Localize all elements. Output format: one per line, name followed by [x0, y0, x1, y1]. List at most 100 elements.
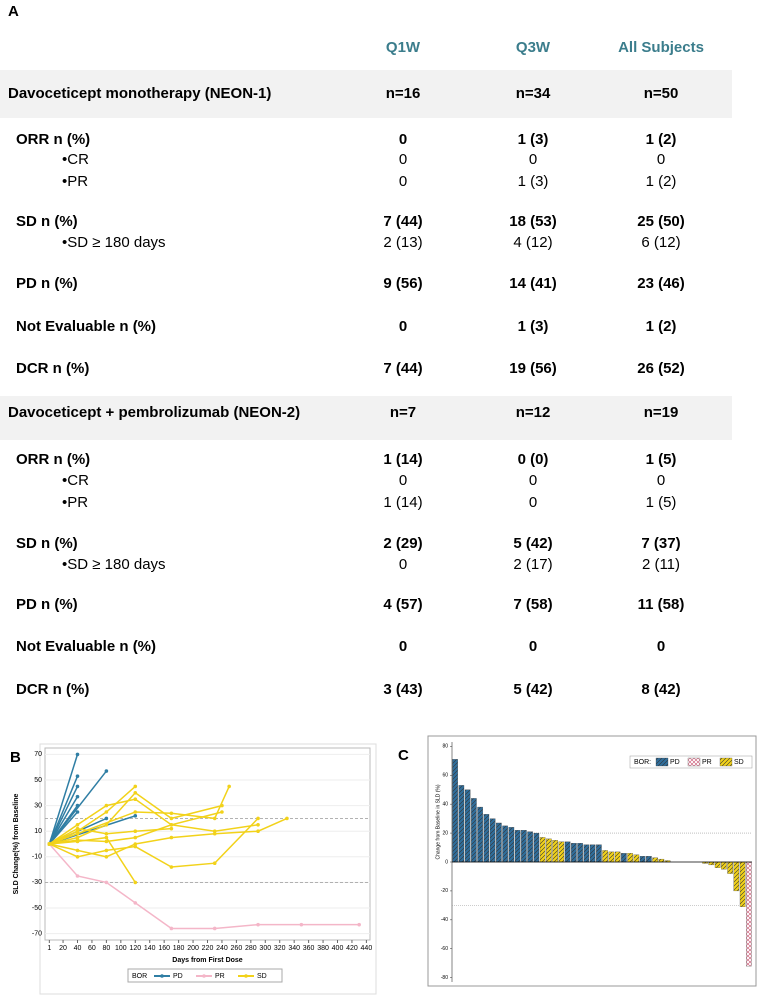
section-n: n=19 — [644, 404, 679, 421]
legend-label: SD — [734, 759, 744, 766]
bar — [708, 861, 715, 866]
row-label: Not Evaluable n (%) — [16, 318, 156, 335]
row-value: 0 (0) — [518, 451, 549, 468]
spider-point — [133, 810, 138, 814]
x-tick-label: 360 — [303, 945, 315, 952]
spider-point — [299, 922, 304, 927]
x-tick-label: 200 — [187, 945, 199, 952]
y-tick-label: -10 — [32, 854, 42, 861]
spider-point — [75, 848, 80, 853]
bar — [639, 856, 646, 863]
bar — [733, 861, 740, 892]
sub-row-value: 6 (12) — [641, 234, 680, 251]
spider-point — [357, 922, 361, 927]
row-value: 3 (43) — [383, 681, 422, 698]
bar — [627, 853, 633, 863]
spider-point — [104, 848, 109, 853]
spider-point — [169, 865, 174, 869]
y-tick-label: 10 — [34, 828, 42, 835]
section-n: n=50 — [644, 85, 679, 102]
y-tick-label: -20 — [441, 888, 448, 894]
spider-point — [133, 844, 138, 849]
spider-point — [256, 816, 260, 821]
spider-point — [227, 784, 231, 789]
sub-row-label: •CR — [62, 472, 89, 489]
spider-line — [48, 770, 107, 845]
legend-label: PD — [173, 973, 183, 980]
spider-point — [133, 791, 138, 795]
spider-point — [133, 842, 138, 846]
row-label: ORR n (%) — [16, 451, 90, 468]
spider-point — [169, 811, 174, 816]
row-value: 7 (58) — [513, 596, 552, 613]
legend-swatch-dot — [244, 974, 248, 978]
row-value: 19 (56) — [509, 360, 557, 377]
row-label: SD n (%) — [16, 213, 78, 230]
y-tick-label: -30 — [32, 879, 42, 886]
row-value: 1 (2) — [646, 131, 677, 148]
bar — [564, 841, 571, 863]
y-tick-label: -40 — [441, 917, 448, 923]
bar — [714, 861, 721, 868]
row-value: 26 (52) — [637, 360, 685, 377]
spider-point — [75, 855, 80, 859]
x-axis-title: Days from First Dose — [172, 957, 243, 964]
row-value: 9 (56) — [383, 275, 422, 292]
bar — [546, 838, 552, 863]
panel-label: B — [10, 749, 21, 766]
spider-point — [75, 874, 80, 878]
spider-point — [104, 855, 109, 859]
spider-point — [220, 810, 224, 814]
bar — [583, 844, 590, 863]
spider-point — [104, 769, 109, 773]
bar — [621, 853, 627, 863]
bar — [602, 850, 608, 863]
x-tick-label: 20 — [59, 945, 67, 952]
row-value: 11 (58) — [638, 596, 685, 613]
row-label: Not Evaluable n (%) — [16, 638, 156, 655]
bar — [527, 831, 533, 863]
sub-row-value: 0 — [399, 472, 407, 489]
legend-swatch — [719, 757, 733, 767]
bar — [508, 827, 515, 863]
row-value: 18 (53) — [509, 213, 557, 230]
y-tick-label: 80 — [442, 744, 448, 750]
spider-point — [75, 831, 80, 836]
spider-point — [133, 814, 138, 818]
row-value: 1 (2) — [646, 318, 677, 335]
legend-title: BOR — [132, 973, 147, 980]
bar — [739, 861, 746, 907]
bar — [652, 857, 658, 863]
y-tick-label: 20 — [442, 830, 448, 836]
x-tick-label: 60 — [88, 945, 96, 952]
row-label: PD n (%) — [16, 596, 78, 613]
spider-point — [133, 880, 138, 885]
bar — [471, 798, 477, 863]
sub-row-value: 4 (12) — [513, 234, 552, 251]
spider-point — [104, 816, 109, 821]
y-axis-title: Change from Baseline in SLD (%) — [435, 784, 441, 859]
x-tick-label: 160 — [158, 945, 170, 952]
row-label: DCR n (%) — [16, 360, 89, 377]
sub-row-value: 1 (3) — [518, 173, 549, 190]
spider-line — [49, 791, 223, 845]
legend-swatch-dot — [160, 974, 164, 978]
row-value: 25 (50) — [637, 213, 685, 230]
sub-row-value: 0 — [529, 151, 537, 168]
y-tick-label: -70 — [32, 930, 42, 937]
bar — [577, 843, 583, 863]
spider-point — [75, 826, 80, 831]
row-value: 1 (3) — [518, 318, 549, 335]
sub-row-value: 2 (11) — [642, 556, 680, 573]
row-value: 0 — [399, 318, 407, 335]
x-tick-label: 140 — [144, 945, 156, 952]
bar — [721, 861, 727, 870]
row-value: 1 (3) — [518, 131, 549, 148]
bar — [514, 830, 521, 863]
spider-point — [256, 829, 260, 833]
row-label: ORR n (%) — [16, 131, 90, 148]
spider-point — [75, 794, 80, 799]
y-tick-label: 60 — [442, 773, 448, 779]
sub-row-label: •CR — [62, 151, 89, 168]
